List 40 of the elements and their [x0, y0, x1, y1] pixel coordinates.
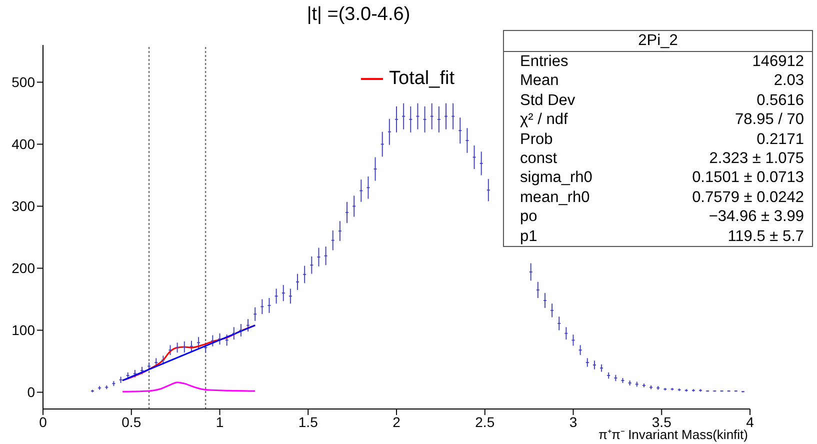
text: 146912 — [752, 52, 804, 72]
annotation: mean_rh0 — [520, 188, 590, 208]
annotation: Std Dev — [520, 90, 576, 110]
x-tick-label: 1.5 — [298, 414, 318, 430]
x-tick-label: 2.5 — [475, 414, 495, 430]
x-tick-label: 3.5 — [652, 414, 672, 430]
annotation: Prob — [520, 130, 553, 150]
annotation: Mean — [520, 71, 559, 91]
annotation: 0.7579 ± 0.0242 — [692, 188, 804, 208]
y-tick-label: 400 — [12, 136, 36, 152]
annotation: 119.5 ± 5.7 — [728, 226, 804, 246]
annotation: 0.1501 ± 0.0713 — [692, 168, 804, 188]
annotation: po — [520, 207, 538, 227]
annotation: 78.95 / 70 — [735, 110, 804, 130]
text: 0.2171 — [756, 130, 804, 150]
x-tick-label: 0.5 — [122, 414, 142, 430]
annotation: 2Pi_2 — [504, 31, 812, 52]
y-tick-label: 0 — [27, 384, 36, 400]
annotation: 2.323 ± 1.075 — [709, 149, 804, 168]
legend-label: Total_fit — [389, 68, 454, 90]
annotation: χ² / ndf — [520, 110, 568, 130]
annotation: Entries — [520, 52, 568, 72]
x-tick-label: 2 — [392, 414, 401, 430]
x-tick-label: 1 — [216, 414, 224, 430]
y-tick-label: 500 — [12, 74, 36, 90]
x-tick-label: 0 — [39, 414, 48, 430]
y-tick-label: 100 — [12, 322, 36, 338]
annotation: −34.96 ± 3.99 — [708, 207, 804, 227]
y-tick-label: 300 — [12, 198, 36, 214]
chart-title: |t| =(3.0-4.6) — [306, 4, 412, 26]
y-tick-label: 200 — [12, 260, 36, 276]
annotation: const — [520, 149, 558, 168]
x-axis-title: π⁺π⁻ Invariant Mass(kinfit) — [598, 427, 748, 443]
annotation: p1 — [520, 226, 538, 246]
line-series — [122, 382, 256, 392]
x-tick-label: 4 — [746, 414, 754, 430]
annotation: sigma_rh0 — [520, 168, 592, 188]
text: 2.03 — [774, 71, 804, 91]
text: 0.5616 — [756, 90, 804, 110]
x-tick-label: 3 — [569, 414, 578, 430]
